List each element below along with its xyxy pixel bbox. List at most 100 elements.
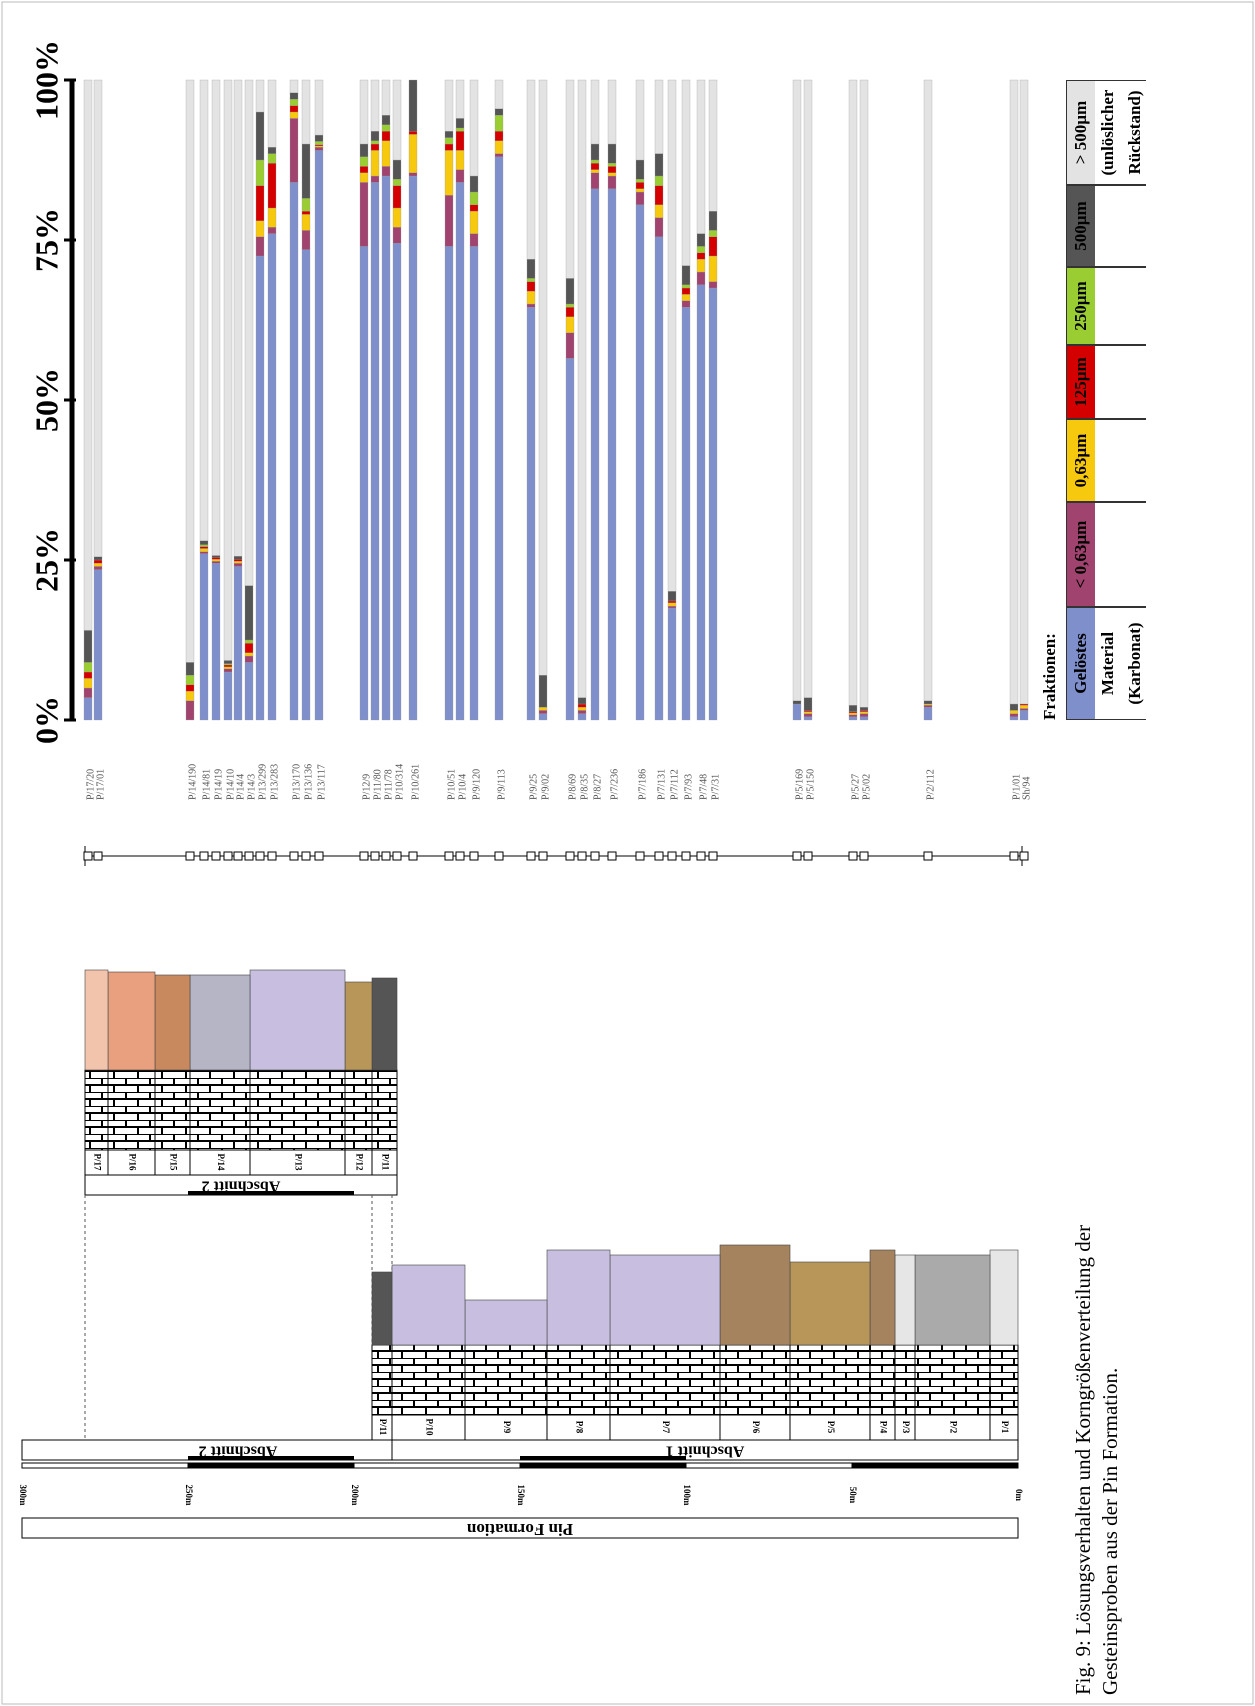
unit-label: P/14 [216, 1154, 226, 1171]
sample-marker [445, 852, 453, 860]
bar-segment [1010, 710, 1018, 713]
bar-segment [591, 170, 599, 173]
bar-segment [849, 712, 857, 713]
bar-segment [186, 701, 194, 720]
bar-segment [186, 691, 194, 701]
sample-marker [186, 852, 194, 860]
bar-segment [470, 205, 478, 211]
bar-segment [393, 243, 401, 720]
lithology [915, 1345, 990, 1415]
bar-segment [527, 259, 535, 278]
bar-segment [186, 685, 194, 691]
sample-marker [315, 852, 323, 860]
bar-segment [709, 230, 717, 236]
bar-segment [655, 80, 663, 154]
legend: Fraktionen: Gelöstes Material (Karbonat)… [1066, 80, 1146, 720]
bar-segment [315, 135, 323, 141]
bar-segment [371, 150, 379, 176]
bar-segment [456, 170, 464, 183]
bar-segment [268, 208, 276, 227]
bar-segment [245, 640, 253, 643]
bar-segment [924, 704, 932, 705]
sample-label: P/13/170 [291, 764, 302, 800]
sample-marker [456, 852, 464, 860]
sample-marker [200, 852, 208, 860]
bar-segment [709, 80, 717, 211]
bar-segment [409, 131, 417, 134]
bar-segment [234, 80, 242, 556]
bar-segment [445, 80, 453, 131]
sample-marker [360, 852, 368, 860]
sample-label: P/10/314 [394, 764, 405, 800]
bar-segment [655, 205, 663, 218]
bar-segment [924, 705, 932, 707]
scale-label: 250m [184, 1485, 194, 1507]
bar-segment [578, 707, 586, 710]
bar-segment [636, 182, 644, 188]
bar-segment [578, 698, 586, 704]
bar-segment [224, 665, 232, 667]
scale-bar [852, 1463, 1018, 1468]
facies [720, 1245, 790, 1345]
bar-segment [470, 246, 478, 720]
sample-label: P/10/4 [457, 774, 468, 800]
bar-segment [445, 150, 453, 195]
bar-segment [697, 234, 705, 247]
bar-segment [1020, 705, 1028, 708]
bar-segment [84, 80, 92, 630]
bar-segment [256, 237, 264, 256]
lithology [190, 1070, 250, 1150]
bar-segment [200, 547, 208, 549]
bar-segment [186, 80, 194, 662]
bar-segment [668, 608, 676, 720]
sample-marker [793, 852, 801, 860]
bar-segment [200, 80, 208, 541]
bar-segment [682, 285, 690, 288]
sample-label: P/13/117 [316, 764, 327, 800]
bar-segment [860, 717, 868, 720]
legend-title: Fraktionen: [1040, 633, 1060, 720]
sample-marker [527, 852, 535, 860]
bar-segment [591, 163, 599, 169]
lithology [895, 1345, 915, 1415]
bar-segment [608, 166, 616, 172]
bar-segment [302, 250, 310, 720]
formation-label: Pin Formation [466, 1520, 573, 1539]
bar-segment [94, 570, 102, 720]
bar-segment [495, 131, 503, 141]
unit-label: P/4 [878, 1421, 888, 1434]
lithology [372, 1345, 392, 1415]
bar-segment [495, 109, 503, 115]
bar-segment [804, 698, 812, 711]
bar-segment [224, 80, 232, 660]
y-tick-label: 0% [28, 696, 64, 744]
bar-segment [315, 146, 323, 147]
bar-segment [804, 712, 812, 714]
bar-segment [212, 559, 220, 561]
bar-segment [94, 563, 102, 566]
bar-segment [302, 144, 310, 198]
scale-label: 200m [350, 1485, 360, 1507]
bar-segment [470, 211, 478, 233]
bar-segment [591, 189, 599, 720]
facies [190, 975, 250, 1070]
sample-marker [94, 852, 102, 860]
legend-entry: 125µm [1066, 345, 1146, 419]
facies [465, 1300, 547, 1345]
bar-segment [245, 656, 253, 662]
bar-segment [495, 115, 503, 131]
bar-segment [793, 704, 801, 720]
sample-marker [245, 852, 253, 860]
bar-segment [709, 256, 717, 282]
sample-marker [1020, 852, 1028, 860]
bar-segment [445, 195, 453, 246]
bar-segment [668, 601, 676, 603]
lithology [250, 1070, 345, 1150]
legend-entry: < 0,63µm [1066, 502, 1146, 607]
bar-segment [924, 701, 932, 704]
bar-segment [636, 205, 644, 720]
y-tick-label: 25% [28, 528, 64, 592]
bar-segment [382, 176, 390, 720]
bar-segment [186, 662, 194, 675]
scale-bar [354, 1463, 520, 1468]
